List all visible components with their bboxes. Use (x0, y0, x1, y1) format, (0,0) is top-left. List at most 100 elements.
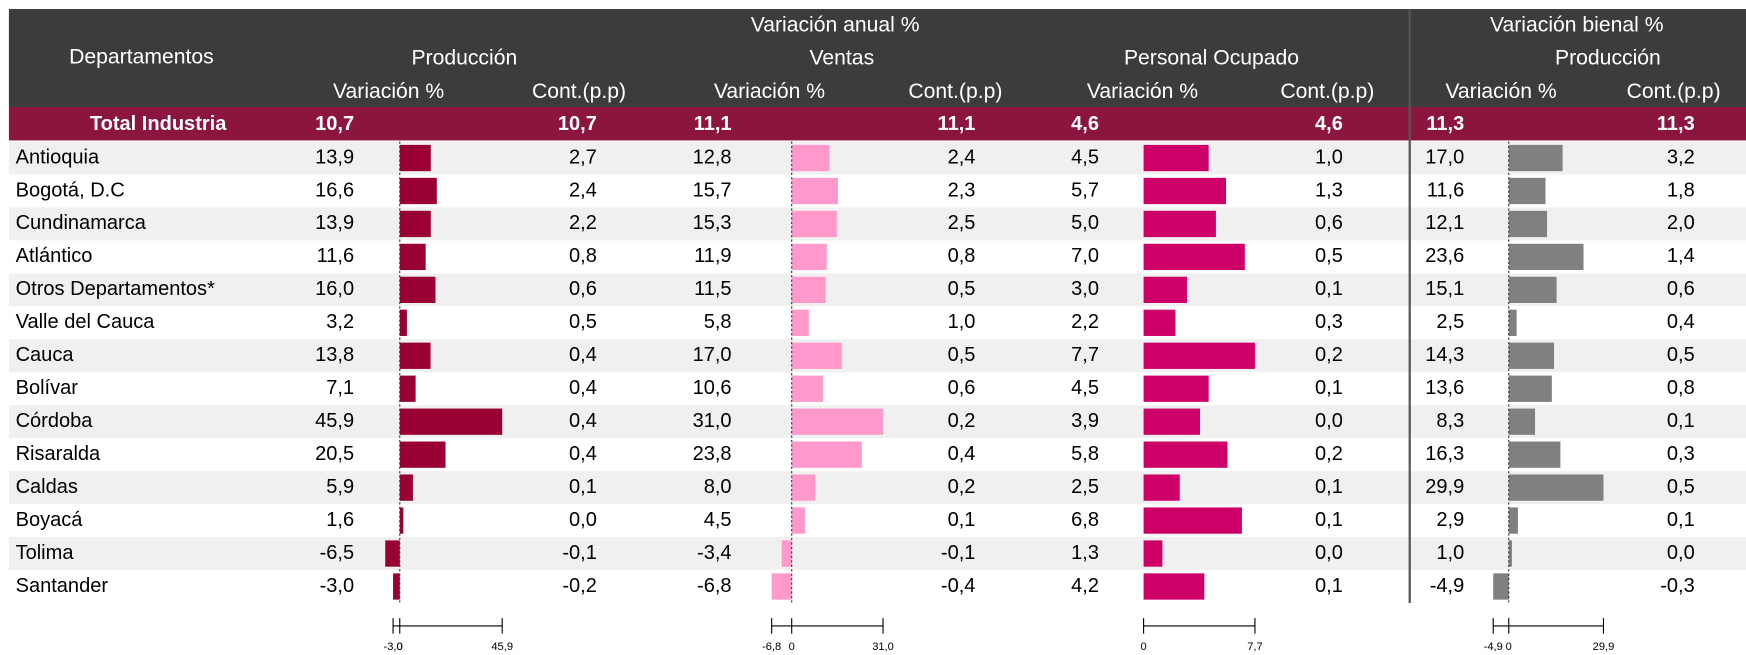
cell-value: 45,9 (315, 410, 354, 432)
cell-value: 0,8 (948, 245, 976, 267)
cell-value: 0,1 (1315, 377, 1343, 399)
cell-value: -6,8 (697, 575, 732, 597)
cell-value: 0,1 (1315, 575, 1343, 597)
cell-value: 2,2 (569, 212, 597, 234)
axis-tick-label: -6,8 (762, 641, 781, 653)
axis-tick-label: 7,7 (1247, 641, 1262, 653)
bar (1508, 342, 1555, 369)
cell-value: 0,1 (1667, 410, 1695, 432)
cell-value: 0,1 (1667, 509, 1695, 531)
bar (1143, 375, 1209, 402)
bar (1508, 210, 1548, 238)
cell-value: 16,0 (315, 278, 354, 300)
bar (399, 276, 436, 304)
bar (1508, 177, 1546, 205)
row-bg (8, 339, 1746, 373)
bar (399, 507, 404, 534)
cell-value: 5,7 (1071, 179, 1099, 201)
cell-value: 0,4 (569, 344, 597, 366)
cell-value: 0,1 (948, 509, 976, 531)
sub-header: Variación % (1087, 80, 1198, 103)
cell-value: -3,4 (697, 542, 732, 564)
cell-value: 0,4 (948, 443, 976, 465)
bar (791, 276, 826, 304)
total-value: 10,7 (558, 113, 597, 135)
cell-value: 5,0 (1071, 212, 1099, 234)
cell-value: -4,9 (1430, 575, 1465, 597)
cell-value: 0,0 (1315, 542, 1343, 564)
axis-tick-label: 0 (397, 641, 403, 653)
row-name: Bogotá, D.C (16, 179, 125, 201)
cell-value: 4,5 (704, 509, 732, 531)
row-bg (8, 240, 1746, 274)
cell-value: 23,6 (1425, 245, 1464, 267)
cell-value: 7,0 (1071, 245, 1099, 267)
row-bg (8, 141, 1746, 175)
bar (399, 474, 413, 501)
cell-value: -6,5 (320, 542, 355, 564)
bar (1143, 507, 1242, 534)
cell-value: -0,1 (562, 542, 597, 564)
cell-value: 1,6 (326, 509, 354, 531)
cell-value: 13,8 (315, 344, 354, 366)
cell-value: 20,5 (315, 443, 354, 465)
cell-value: 2,9 (1436, 509, 1464, 531)
bar (1143, 210, 1216, 238)
cell-value: 0,4 (569, 377, 597, 399)
cell-value: 8,3 (1436, 410, 1464, 432)
cell-value: 0,1 (1315, 509, 1343, 531)
cell-value: 0,1 (1315, 476, 1343, 498)
cell-value: 13,9 (315, 212, 354, 234)
cell-value: 11,9 (694, 245, 732, 267)
cell-value: -0,1 (941, 542, 976, 564)
bar (1508, 408, 1536, 435)
bar (399, 342, 431, 369)
row-bg (8, 273, 1746, 307)
sub-header: Cont.(p.p) (908, 80, 1002, 103)
row-name: Cauca (16, 344, 75, 366)
cell-value: 0,6 (569, 278, 597, 300)
cell-value: 31,0 (693, 410, 732, 432)
row-name: Otros Departamentos* (16, 278, 215, 300)
cell-value: 5,8 (704, 311, 732, 333)
bar (791, 375, 823, 402)
cell-value: -0,2 (562, 575, 597, 597)
cell-value: 0,2 (1315, 443, 1343, 465)
row-bg (8, 504, 1746, 538)
cell-value: 2,5 (1436, 311, 1464, 333)
cell-value: 12,1 (1425, 212, 1464, 234)
cell-value: 0,6 (1667, 278, 1695, 300)
cell-value: 0,4 (569, 410, 597, 432)
cell-value: 2,4 (569, 179, 597, 201)
cell-value: 0,8 (569, 245, 597, 267)
row-name: Cundinamarca (16, 212, 147, 234)
total-value: 11,3 (1426, 113, 1464, 135)
cell-value: 0,4 (569, 443, 597, 465)
cell-value: 0,2 (1315, 344, 1343, 366)
cell-value: 16,6 (315, 179, 354, 201)
cell-value: 14,3 (1425, 344, 1464, 366)
row-name: Boyacá (16, 509, 84, 531)
cell-value: 17,0 (693, 344, 732, 366)
group-header: Variación bienal % (1490, 13, 1664, 36)
bar (791, 507, 805, 534)
cell-value: 2,3 (948, 179, 976, 201)
bar (1143, 540, 1163, 567)
bar (1508, 309, 1517, 336)
cell-value: 1,3 (1071, 542, 1099, 564)
cell-value: 5,8 (1071, 443, 1099, 465)
cell-value: 0,5 (1667, 344, 1695, 366)
bar (791, 309, 809, 336)
cell-value: -0,3 (1660, 575, 1695, 597)
cell-value: 0,5 (569, 311, 597, 333)
cell-value: -3,0 (320, 575, 355, 597)
row-name: Bolívar (16, 377, 79, 399)
cell-value: 0,2 (948, 410, 976, 432)
bar (791, 144, 830, 172)
row-name: Valle del Cauca (16, 311, 156, 333)
sub-header: Cont.(p.p) (532, 80, 626, 103)
column-header: Ventas (809, 47, 874, 70)
row-name: Risaralda (16, 443, 101, 465)
row-name: Antioquia (16, 146, 100, 168)
row-name: Córdoba (16, 410, 94, 432)
